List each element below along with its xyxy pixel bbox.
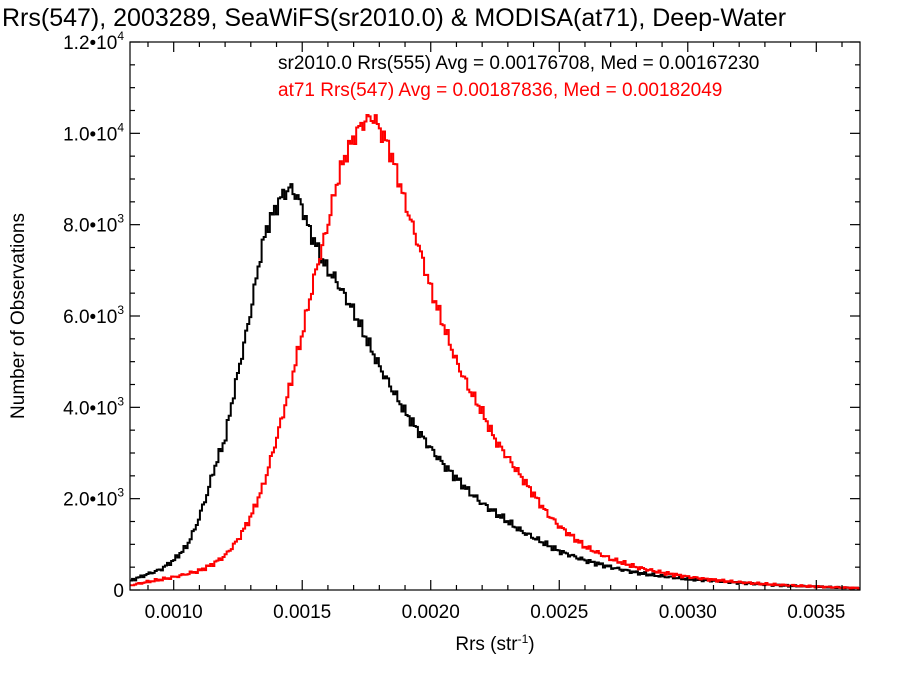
legend: sr2010.0 Rrs(555) Avg = 0.00176708, Med … xyxy=(278,53,759,101)
x-tick-label: 0.0025 xyxy=(530,602,588,623)
series-layer xyxy=(130,114,860,590)
x-axis-label-main: Rrs (str xyxy=(455,634,518,655)
series-line-0 xyxy=(130,183,860,590)
x-tick-label: 0.0030 xyxy=(659,602,717,623)
x-axis-label: Rrs (str-1) xyxy=(455,632,534,655)
x-tick-label: 0.0015 xyxy=(273,602,331,623)
plot-frame xyxy=(129,41,861,591)
y-tick-label: 2.0•103 xyxy=(63,486,124,511)
x-tick-labels: 0.0010 0.0015 0.0020 0.0025 0.0030 0.0035 xyxy=(145,602,846,623)
y-tick-label: 1.0•104 xyxy=(63,120,124,145)
legend-entry-modisa: at71 Rrs(547) Avg = 0.00187836, Med = 0.… xyxy=(278,80,722,101)
chart-title: Rrs(547), 2003289, SeaWiFS(sr2010.0) & M… xyxy=(2,4,786,32)
x-tick-label: 0.0020 xyxy=(402,602,460,623)
x-axis-label-sup: -1 xyxy=(518,632,529,646)
y-tick-label: 4.0•103 xyxy=(63,394,124,419)
x-tick-label: 0.0010 xyxy=(145,602,203,623)
y-axis-label: Number of Observations xyxy=(8,213,29,419)
ticks-layer xyxy=(130,41,860,591)
y-tick-label: 6.0•103 xyxy=(63,303,124,328)
series-line-1 xyxy=(130,114,860,590)
y-tick-label: 8.0•103 xyxy=(63,212,124,237)
legend-entry-seawifs: sr2010.0 Rrs(555) Avg = 0.00176708, Med … xyxy=(278,53,759,74)
y-tick-labels: 0 2.0•103 4.0•103 6.0•103 8.0•103 1.0•104 1.2•… xyxy=(63,29,124,602)
x-tick-label: 0.0035 xyxy=(787,602,845,623)
y-tick-label: 1.2•104 xyxy=(63,29,124,54)
y-tick-label: 0 xyxy=(113,581,124,602)
x-axis-label-end: ) xyxy=(528,634,534,655)
